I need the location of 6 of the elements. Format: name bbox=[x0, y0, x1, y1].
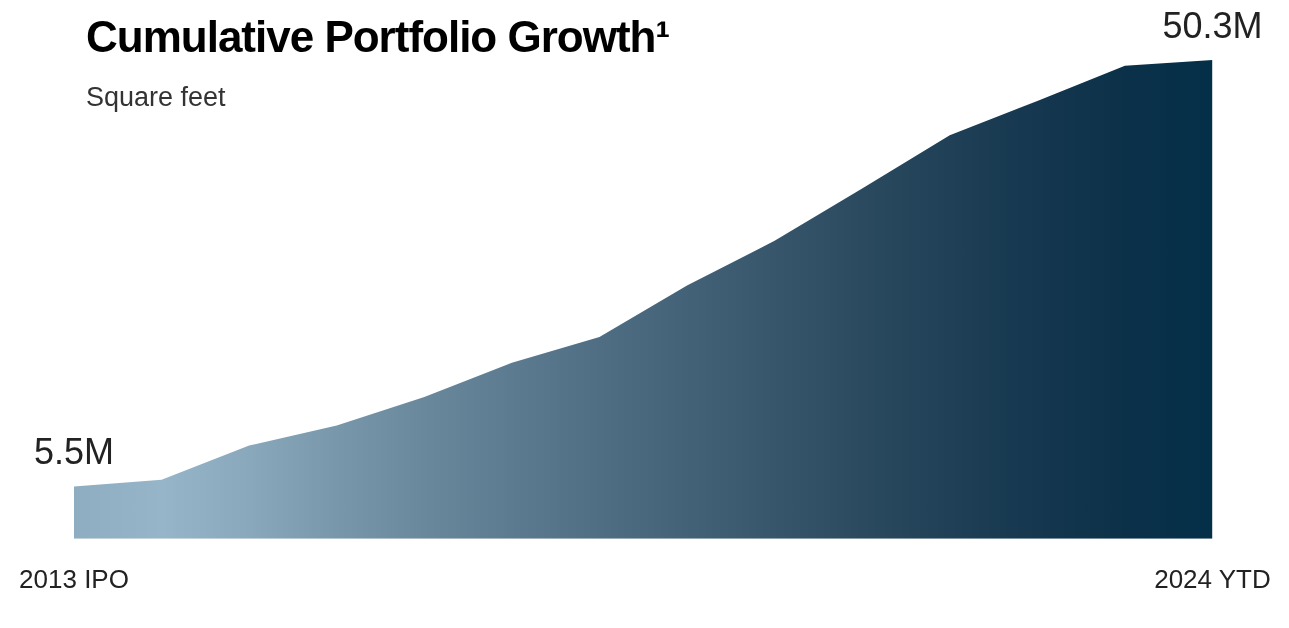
x-tick-label: 2024 YTD bbox=[1154, 563, 1271, 594]
text: Square feet bbox=[86, 82, 226, 113]
data-label: 50.3M bbox=[1162, 4, 1263, 46]
x-tick-label: 2013 IPO bbox=[19, 563, 129, 594]
chart-title: Cumulative Portfolio Growth¹ bbox=[86, 12, 670, 62]
data-label: 5.5M bbox=[33, 431, 115, 473]
